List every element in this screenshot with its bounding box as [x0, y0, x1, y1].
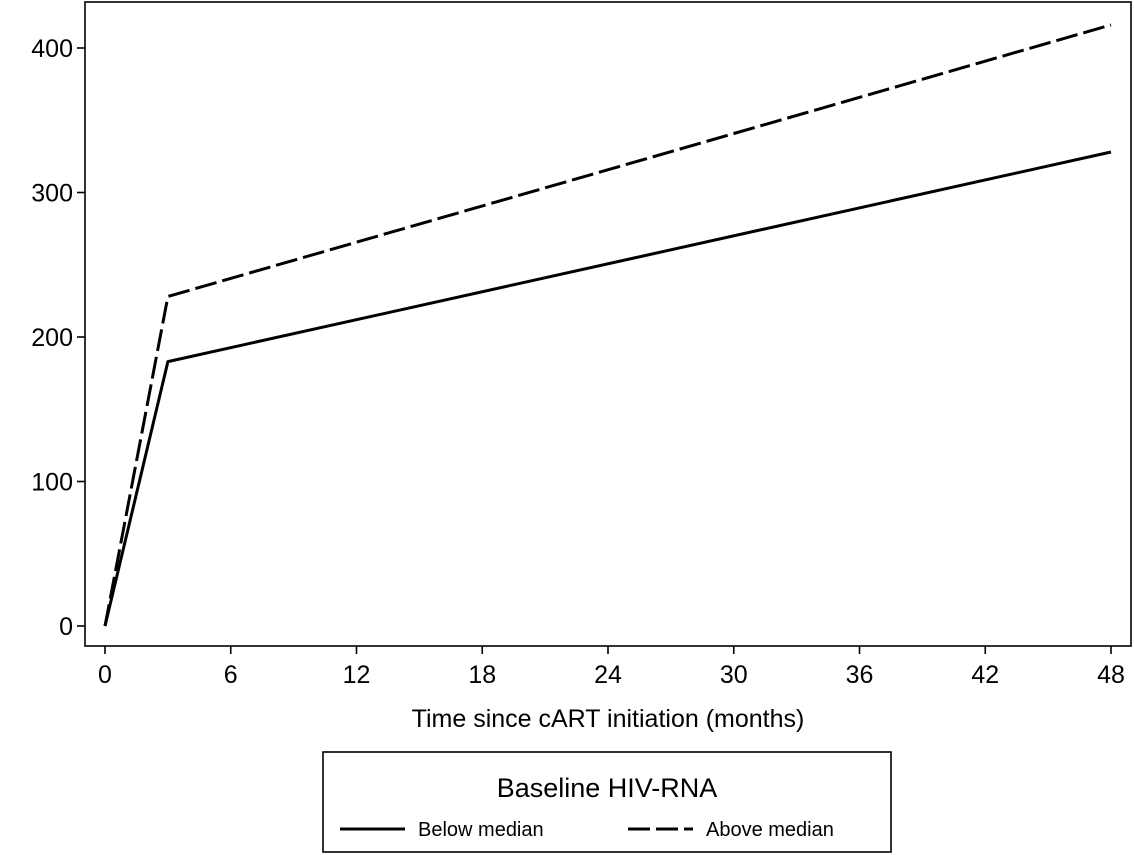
y-tick-label: 100 — [31, 469, 73, 497]
x-tick-label: 48 — [1097, 661, 1125, 689]
x-axis-title: Time since cART initiation (months) — [412, 705, 805, 733]
y-tick-label: 0 — [59, 613, 73, 641]
series-line-above-median — [103, 23, 1112, 627]
plot-area-frame — [84, 1, 1132, 647]
x-tick-label: 0 — [98, 661, 112, 689]
legend: Baseline HIV-RNA Below median Above medi… — [322, 751, 892, 853]
x-tick-label: 30 — [720, 661, 748, 689]
legend-title: Baseline HIV-RNA — [497, 773, 718, 803]
y-axis: 0 100 200 300 400 — [31, 35, 85, 641]
x-tick-label: 18 — [468, 661, 496, 689]
x-tick-label: 42 — [971, 661, 999, 689]
series-line-below-median — [103, 150, 1112, 627]
y-tick-label: 400 — [31, 35, 73, 63]
legend-label-above-median: Above median — [706, 819, 834, 841]
x-tick-label: 6 — [224, 661, 238, 689]
legend-label-below-median: Below median — [418, 819, 544, 841]
y-tick-label: 200 — [31, 324, 73, 352]
x-tick-label: 36 — [846, 661, 874, 689]
y-tick-label: 300 — [31, 180, 73, 208]
x-axis: 0 6 12 18 24 30 36 42 48 — [98, 646, 1125, 689]
x-tick-label: 24 — [594, 661, 622, 689]
x-tick-label: 12 — [343, 661, 371, 689]
series-layer — [103, 23, 1112, 627]
legend-box — [322, 751, 892, 853]
